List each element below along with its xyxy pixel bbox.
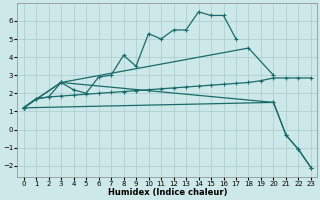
X-axis label: Humidex (Indice chaleur): Humidex (Indice chaleur)	[108, 188, 227, 197]
